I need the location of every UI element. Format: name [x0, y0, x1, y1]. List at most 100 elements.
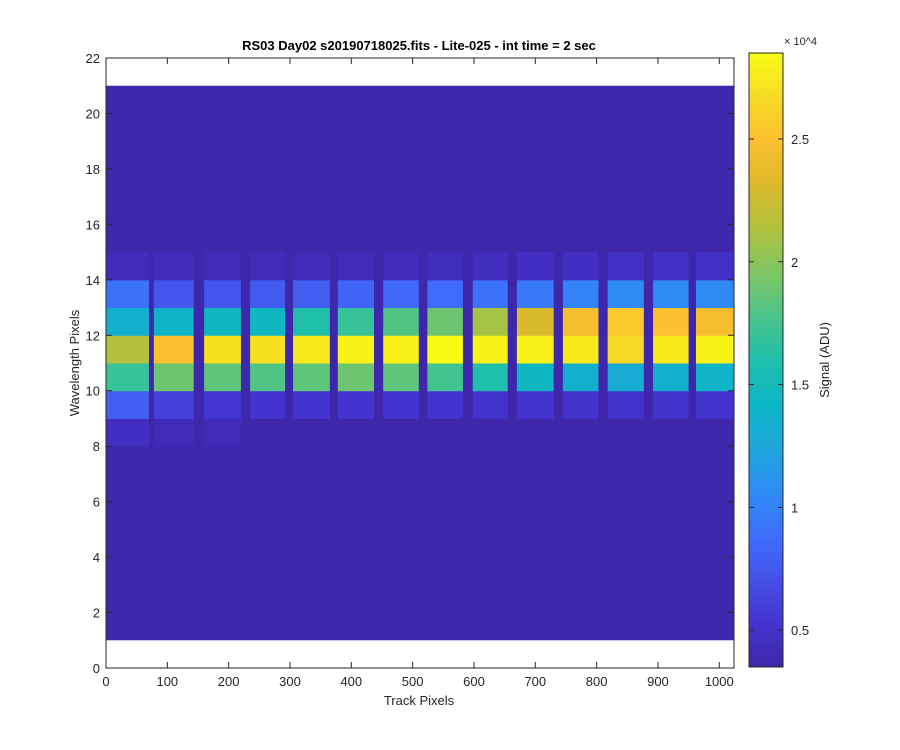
- y-tick-label: 10: [86, 384, 100, 399]
- heatmap-cell: [383, 363, 419, 392]
- x-tick-label: 400: [340, 674, 362, 689]
- x-tick-label: 200: [218, 674, 240, 689]
- heatmap-cell: [427, 335, 463, 364]
- x-tick-label: 700: [524, 674, 546, 689]
- colorbar-exponent: × 10^4: [784, 36, 817, 48]
- heatmap-cell: [250, 279, 286, 309]
- heatmap-cell: [472, 279, 508, 309]
- heatmap-cell: [695, 363, 734, 392]
- heatmap-cell: [516, 390, 554, 419]
- heatmap-cell: [293, 252, 330, 281]
- y-tick-label: 6: [93, 495, 100, 510]
- heatmap-cell: [695, 279, 734, 309]
- heatmap-cell: [106, 390, 149, 419]
- heatmap-cell: [607, 307, 644, 336]
- heatmap-cell: [653, 390, 689, 419]
- colorbar: 0.5 1 1.5 2 2.5 × 10^4 Signal (ADU): [748, 36, 832, 668]
- heatmap-cell: [472, 390, 508, 419]
- heatmap-cell: [427, 279, 463, 309]
- heatmap-cell: [427, 363, 463, 392]
- heatmap-cell: [153, 363, 194, 392]
- y-tick-label: 22: [86, 51, 100, 66]
- heatmap-cell: [337, 335, 375, 364]
- x-tick-label: 800: [586, 674, 608, 689]
- heatmap-cell: [607, 363, 644, 392]
- heatmap-cell: [250, 363, 286, 392]
- heatmap-cell: [383, 390, 419, 419]
- heatmap-cell: [695, 252, 734, 281]
- heatmap-cell: [516, 252, 554, 281]
- y-tick-label: 12: [86, 328, 100, 343]
- heatmap-cell: [516, 307, 554, 336]
- heatmap-cell: [562, 307, 599, 336]
- heatmap-cell: [204, 252, 241, 281]
- chart-title: RS03 Day02 s20190718025.fits - Lite-025 …: [242, 38, 596, 53]
- heatmap-cell: [383, 252, 419, 281]
- heatmap-cell: [106, 363, 149, 392]
- heatmap-cell: [695, 307, 734, 336]
- heatmap-cell: [293, 279, 330, 309]
- heatmap-cell: [562, 335, 599, 364]
- heatmap-cell: [472, 252, 508, 281]
- heatmap-cell: [293, 307, 330, 336]
- y-tick-label: 14: [86, 273, 100, 288]
- heatmap-cell: [153, 279, 194, 309]
- heatmap-cell: [106, 307, 149, 336]
- heatmap-cell: [153, 335, 194, 364]
- heatmap-cell: [153, 307, 194, 336]
- heatmap-cell: [250, 307, 286, 336]
- heatmap-cell: [653, 279, 689, 309]
- heatmap-cell: [337, 307, 375, 336]
- heatmap-cell: [293, 363, 330, 392]
- heatmap-cell: [427, 252, 463, 281]
- x-tick-label: 100: [156, 674, 178, 689]
- heatmap-cell: [383, 307, 419, 336]
- heatmap-cell: [427, 307, 463, 336]
- y-tick-label: 4: [93, 550, 100, 565]
- plot-area: 0 100 200 300 400 500 600 700 800 900 1000 0 2 4 6 8 10…: [86, 51, 735, 689]
- heatmap-cell: [653, 335, 689, 364]
- heatmap-cell: [153, 418, 194, 447]
- y-tick-label: 0: [93, 661, 100, 676]
- heatmap-cell: [695, 390, 734, 419]
- heatmap-cell: [204, 307, 241, 336]
- x-tick-label: 1000: [705, 674, 734, 689]
- colorbar-tick-label: 2.5: [791, 132, 809, 147]
- heatmap-cell: [562, 279, 599, 309]
- x-tick-label: 300: [279, 674, 301, 689]
- colorbar-tick-label: 2: [791, 255, 798, 270]
- x-axis-label: Track Pixels: [384, 693, 455, 708]
- heatmap-cell: [472, 363, 508, 392]
- heatmap-cell: [250, 252, 286, 281]
- heatmap-cell: [653, 363, 689, 392]
- heatmap-cell: [516, 363, 554, 392]
- heatmap-cell: [337, 390, 375, 419]
- heatmap-cell: [106, 279, 149, 309]
- heatmap-cell: [204, 363, 241, 392]
- heatmap-cell: [383, 279, 419, 309]
- y-tick-label: 2: [93, 606, 100, 621]
- heatmap-cell: [653, 307, 689, 336]
- heatmap-cell: [695, 335, 734, 364]
- heatmap-cell: [562, 363, 599, 392]
- colorbar-tick-label: 1: [791, 500, 798, 515]
- x-axis-ticks: 0 100 200 300 400 500 600 700 800 900 1000: [102, 58, 734, 689]
- heatmap-cell: [204, 418, 241, 447]
- heatmap-cell: [427, 390, 463, 419]
- heatmap-cell: [204, 279, 241, 309]
- heatmap-cell: [106, 252, 149, 281]
- heatmap-cell: [562, 252, 599, 281]
- heatmap-cell: [153, 252, 194, 281]
- heatmap-cell: [106, 418, 149, 447]
- x-tick-label: 900: [647, 674, 669, 689]
- heatmap-cell: [204, 390, 241, 419]
- heatmap-cell: [337, 363, 375, 392]
- heatmap-cell: [607, 335, 644, 364]
- colorbar-gradient: [748, 52, 784, 668]
- y-axis-label: Wavelength Pixels: [67, 309, 82, 416]
- heatmap-cell: [607, 252, 644, 281]
- heatmap-cell: [383, 335, 419, 364]
- x-tick-label: 0: [102, 674, 109, 689]
- colorbar-label: Signal (ADU): [817, 322, 832, 398]
